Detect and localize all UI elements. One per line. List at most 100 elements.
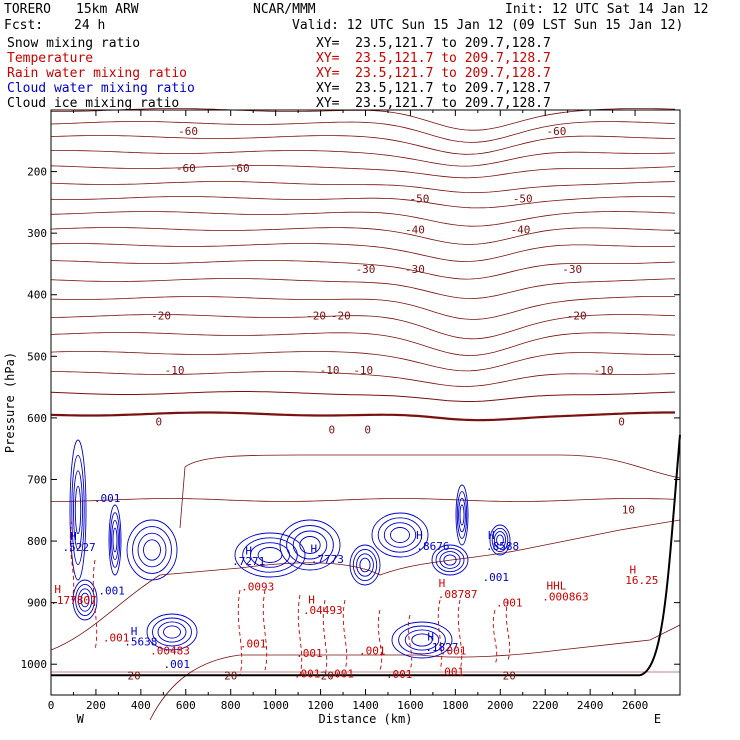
isotherm-label: -20 (151, 310, 171, 323)
x-tick-label: 800 (221, 699, 241, 712)
extremum-label: H (311, 542, 318, 555)
y-tick-label: 800 (27, 535, 47, 548)
y-tick-label: 600 (27, 412, 47, 425)
cloud-water-contour (74, 485, 82, 535)
header-valid: Valid: 12 UTC Sun 15 Jan 12 (09 LST Sun … (292, 18, 684, 33)
rain-water-contour (342, 599, 348, 671)
cloud-water-contour (73, 470, 83, 550)
y-axis-label: Pressure (hPa) (3, 352, 17, 453)
isotherm-line (50, 227, 676, 245)
cloud-water-contour (109, 512, 121, 568)
isotherm-line (50, 260, 676, 280)
cloud-water-contour (456, 491, 468, 539)
extremum-label: .8676 (416, 540, 449, 553)
x-tick-label: 1000 (262, 699, 289, 712)
x-tick-label: 1400 (352, 699, 379, 712)
y-tick-label: 700 (27, 473, 47, 486)
extremum-label: .001 (103, 632, 130, 645)
cloud-water-contour (143, 539, 161, 561)
extremum-label: .08787 (438, 588, 478, 601)
x-tick-label: 400 (131, 699, 151, 712)
cloud-water-contour (455, 484, 469, 546)
y-tick-label: 200 (27, 166, 47, 179)
rain-water-contour (92, 559, 98, 651)
extremum-label: .001 (496, 597, 523, 610)
isotherm-label: -60 (176, 162, 196, 175)
field-snow-name: Snow mixing ratio (7, 36, 141, 51)
terrain-surface (51, 434, 681, 677)
cloud-water-contour (458, 497, 466, 533)
isotherm-line (50, 391, 676, 402)
isotherm-line (50, 150, 676, 167)
field-cloudwater-name: Cloud water mixing ratio (7, 81, 195, 96)
cloud-water-contour (108, 504, 122, 576)
isotherm-label: 0 (328, 424, 335, 437)
extremum-label: .001 (294, 667, 321, 680)
rain-water-contour (377, 609, 383, 671)
cloud-water-contour (80, 592, 90, 608)
y-tick-label: 300 (27, 227, 47, 240)
isotherm-line (50, 135, 676, 155)
isotherm-label: 0 (618, 416, 625, 429)
extremum-label: H (416, 529, 423, 542)
isotherm-line (51, 498, 676, 502)
field-rain-xy: XY= 23.5,121.7 to 209.7,128.7 (316, 66, 551, 81)
isotherm-line (179, 454, 681, 529)
cloud-water-contour (359, 557, 371, 573)
isotherm-label: 20 (321, 669, 334, 682)
cloud-water-contour (126, 519, 178, 581)
isotherm-label: -50 (513, 193, 533, 206)
cloud-water-contour (398, 625, 446, 655)
rain-water-contours (69, 519, 511, 676)
extremum-label: H (70, 530, 77, 543)
isotherm-line (50, 121, 676, 143)
isotherm-label: -40 (405, 223, 425, 236)
isotherm-label: -10 (165, 364, 185, 377)
header-resolution: 15km ARW (76, 2, 139, 17)
isotherm-label: -10 (594, 364, 614, 377)
isotherm-label: -10 (320, 364, 340, 377)
header-org: NCAR/MMM (253, 2, 316, 17)
field-temp-name: Temperature (7, 51, 94, 66)
extremum-label: .04493 (303, 604, 343, 617)
isotherm-label: -40 (511, 223, 531, 236)
isotherm-line (51, 108, 676, 131)
extremum-label: .001 (98, 584, 125, 597)
extremum-label: .5638 (124, 635, 157, 648)
rain-water-contour (457, 599, 463, 671)
isotherm-label: -10 (353, 364, 373, 377)
extremum-label: .001 (296, 647, 323, 660)
cloud-water-contour (132, 526, 172, 574)
rain-water-contour (322, 599, 328, 676)
x-tick-label: 2600 (622, 699, 649, 712)
y-tick-label: 500 (27, 350, 47, 363)
terrain-line (51, 434, 681, 677)
extremum-label: H (131, 625, 138, 638)
extremum-label: .7271 (232, 555, 265, 568)
cloud-water-contour (493, 531, 507, 549)
cloud-water-contour (352, 548, 378, 582)
rain-water-contour (262, 589, 268, 671)
isotherm-line (50, 196, 676, 209)
field-cloudice-xy: XY= 23.5,121.7 to 209.7,128.7 (316, 96, 551, 111)
isotherm-label: -50 (409, 193, 429, 206)
extremum-label: .001 (240, 637, 267, 650)
isotherm-line (50, 211, 676, 227)
extremum-label: HHL (547, 579, 567, 592)
cloud-water-contour (234, 532, 306, 578)
cloud-water-contour (404, 629, 440, 651)
isotherm-line (50, 296, 676, 320)
cloud-water-contour (77, 588, 93, 612)
isotherm-line (50, 314, 676, 340)
field-cloudwater-xy: XY= 23.5,121.7 to 209.7,128.7 (316, 81, 551, 96)
extremum-label: H (54, 583, 61, 596)
cloud-water-contour (299, 536, 321, 554)
isotherm-label: -60 (230, 162, 250, 175)
header-fcst-label: Fcst: (4, 18, 44, 33)
rain-water-contour (437, 599, 443, 671)
isotherm-label: -60 (178, 125, 198, 138)
extremum-label: H (427, 631, 434, 644)
cloud-water-contours (69, 439, 511, 659)
x-tick-label: 2000 (487, 699, 514, 712)
rain-water-contour (297, 594, 303, 676)
